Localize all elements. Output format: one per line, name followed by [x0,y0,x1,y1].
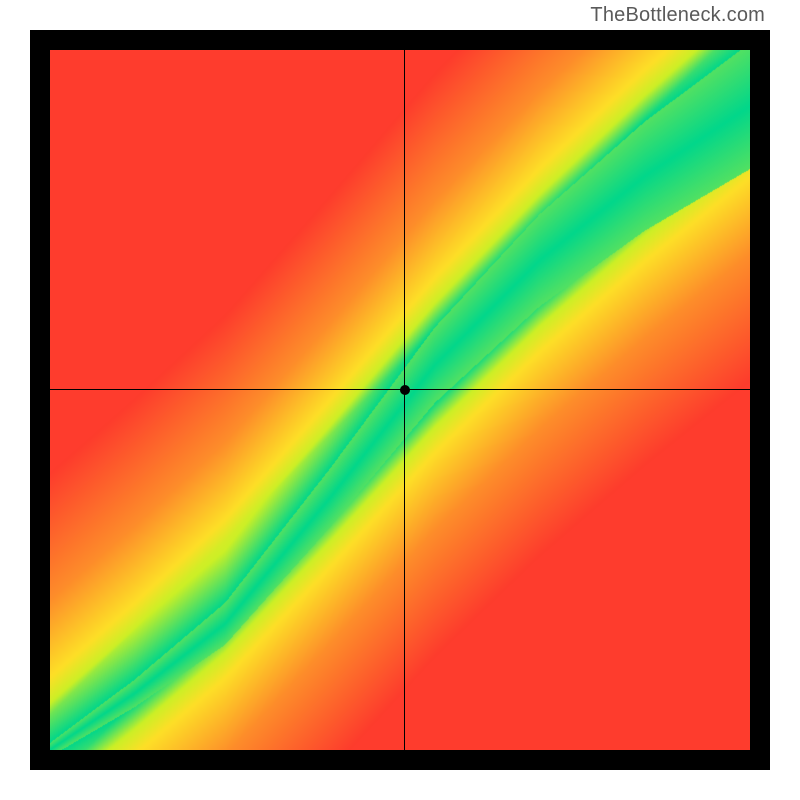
chart-frame [30,30,770,770]
crosshair-marker [400,385,410,395]
watermark-text: TheBottleneck.com [590,4,765,27]
bottleneck-heatmap [50,50,750,750]
crosshair-vertical [404,50,405,750]
